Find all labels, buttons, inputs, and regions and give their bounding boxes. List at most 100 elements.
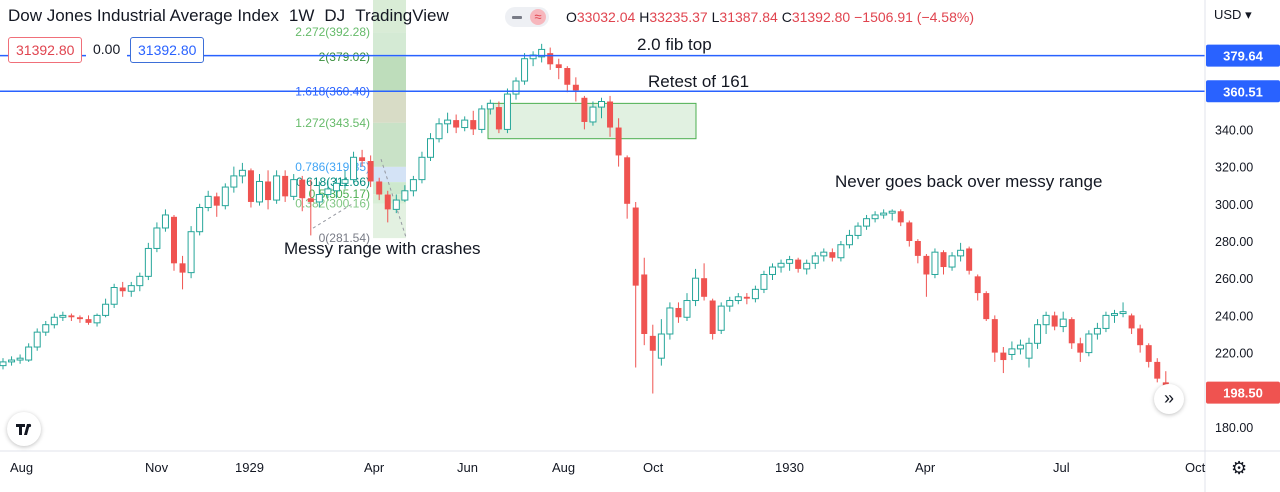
candle <box>427 133 434 162</box>
candle-body <box>33 331 41 348</box>
candle <box>1085 330 1093 357</box>
candle-body <box>641 274 648 334</box>
spread-value: 0.00 <box>86 37 128 61</box>
candle <box>1042 311 1050 334</box>
candle <box>701 263 708 301</box>
candle-body <box>171 216 177 264</box>
candle-body <box>581 97 588 122</box>
indicator-toggle[interactable]: ≈ <box>505 7 549 27</box>
annotation-text[interactable]: Retest of 161 <box>648 72 749 91</box>
candle-body <box>974 276 981 294</box>
candle <box>299 175 306 212</box>
candle-body <box>230 175 238 188</box>
candle-body <box>265 181 272 201</box>
candle <box>751 285 759 303</box>
candle <box>845 229 853 249</box>
candle-body <box>726 300 734 307</box>
candle <box>392 194 400 214</box>
candle <box>16 354 24 364</box>
candle <box>512 77 520 100</box>
candle <box>85 315 92 325</box>
symbol-header[interactable]: Dow Jones Industrial Average Index 1W DJ Tr… <box>8 6 459 26</box>
sell-price-box[interactable]: 31392.80 <box>8 37 83 63</box>
candle <box>161 209 169 232</box>
fib-level-label: 2.272(392.28) <box>295 25 370 39</box>
candle-body <box>290 179 298 197</box>
candle-body <box>247 170 254 202</box>
candle <box>221 183 229 210</box>
candle <box>709 298 716 340</box>
candle-body <box>1119 311 1127 315</box>
candle-body <box>1059 318 1067 328</box>
minus-icon[interactable] <box>512 16 522 19</box>
candle-body <box>589 106 597 123</box>
change-value: −1506.91 (−4.58%) <box>854 9 974 25</box>
candle-body <box>324 188 332 195</box>
candle <box>966 246 973 275</box>
candle <box>991 315 998 362</box>
candle <box>624 155 631 219</box>
symbol-name[interactable]: Dow Jones Industrial Average Index <box>8 6 279 25</box>
candle <box>974 274 981 301</box>
candle <box>213 192 220 217</box>
candle <box>734 293 742 305</box>
annotation-text[interactable]: 2.0 fib top <box>637 35 712 54</box>
candle <box>33 328 41 351</box>
fib-band <box>373 32 406 57</box>
candle <box>1034 319 1042 349</box>
candle <box>50 313 58 329</box>
candle <box>983 291 990 321</box>
candle <box>888 209 896 221</box>
candle-body <box>68 315 75 318</box>
annotation-text[interactable]: Messy range with crashes <box>284 239 481 258</box>
candle <box>837 241 845 262</box>
candle <box>529 51 537 67</box>
price-axis[interactable]: 180.00200.00220.00240.00260.00280.00300.… <box>1215 123 1253 435</box>
buy-price-box[interactable]: 31392.80 <box>130 37 205 63</box>
candle <box>68 313 75 321</box>
candle <box>1102 311 1110 333</box>
tradingview-logo-icon[interactable] <box>7 412 41 446</box>
currency-selector[interactable]: USD ▾ <box>1214 7 1252 22</box>
candle <box>42 320 50 336</box>
candle <box>581 95 588 130</box>
time-axis[interactable]: Aug Nov 1929 Apr Jun Aug Oct 1930 Apr Jul Oct <box>10 460 1206 475</box>
candle-body <box>632 207 639 286</box>
candle-body <box>769 266 776 275</box>
candle-body <box>367 161 374 182</box>
candle-body <box>470 120 477 130</box>
fib-level-label: 0.382(300.16) <box>295 197 370 211</box>
candle-body <box>692 277 700 302</box>
candle-body <box>555 64 562 69</box>
annotation-text[interactable]: Never goes back over messy range <box>835 172 1102 191</box>
candle-body <box>666 307 674 335</box>
candle-body <box>1154 361 1161 379</box>
scroll-to-realtime-button[interactable]: » <box>1154 384 1184 414</box>
candle-body <box>16 357 24 361</box>
candle <box>470 110 477 135</box>
candle-body <box>8 359 16 363</box>
candle-body <box>93 314 101 324</box>
source-label: TradingView <box>355 6 449 25</box>
candle <box>692 268 700 307</box>
candle-body <box>85 319 92 323</box>
candle <box>717 302 725 334</box>
candle-body <box>624 157 631 204</box>
hline-price-tag <box>1206 80 1280 103</box>
candle <box>102 298 110 318</box>
fib-band <box>373 166 406 183</box>
approx-icon[interactable]: ≈ <box>530 9 546 25</box>
candle <box>144 242 152 281</box>
exchange-label: DJ <box>324 6 346 25</box>
interval-label[interactable]: 1W <box>288 6 315 25</box>
candle <box>76 315 83 323</box>
time-tick-label: Apr <box>364 460 385 475</box>
fib-level-label: 0.5(305.17) <box>309 187 370 201</box>
candle-body <box>512 80 520 95</box>
gear-icon[interactable]: ⚙ <box>1231 458 1248 478</box>
candle-body <box>564 68 571 85</box>
candle <box>196 203 204 236</box>
candle <box>444 112 452 134</box>
candle-body <box>418 156 426 181</box>
